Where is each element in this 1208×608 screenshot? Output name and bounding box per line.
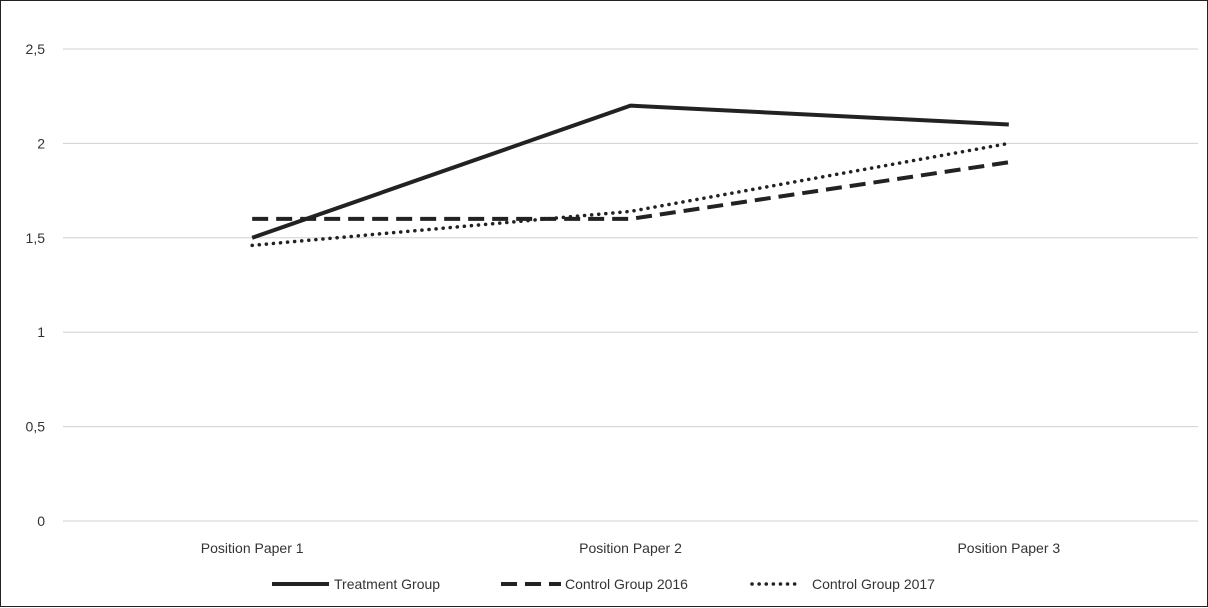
- y-tick-label: 1: [37, 324, 45, 340]
- legend-label: Treatment Group: [334, 576, 440, 592]
- x-axis-ticks: Position Paper 1 Position Paper 2 Position…: [201, 540, 1061, 556]
- x-tick-label: Position Paper 1: [201, 540, 304, 556]
- y-tick-label: 0: [37, 513, 45, 529]
- gridlines: [63, 48, 1198, 522]
- series-lines: [250, 103, 1011, 248]
- y-tick-label: 0,5: [26, 419, 46, 435]
- y-tick-label: 2,5: [26, 41, 46, 57]
- series-line-1: [252, 160, 1010, 221]
- series-line-0: [251, 103, 1009, 240]
- series-line-2: [250, 141, 1011, 248]
- legend: Treatment Group Control Group 2016 Control…: [272, 576, 935, 592]
- y-axis-ticks: 0 0,5 1 1,5 2 2,5: [26, 41, 46, 529]
- legend-label: Control Group 2016: [565, 576, 688, 592]
- x-tick-label: Position Paper 2: [579, 540, 682, 556]
- y-tick-label: 2: [37, 135, 45, 151]
- y-tick-label: 1,5: [26, 230, 46, 246]
- x-tick-label: Position Paper 3: [957, 540, 1060, 556]
- legend-label: Control Group 2017: [812, 576, 935, 592]
